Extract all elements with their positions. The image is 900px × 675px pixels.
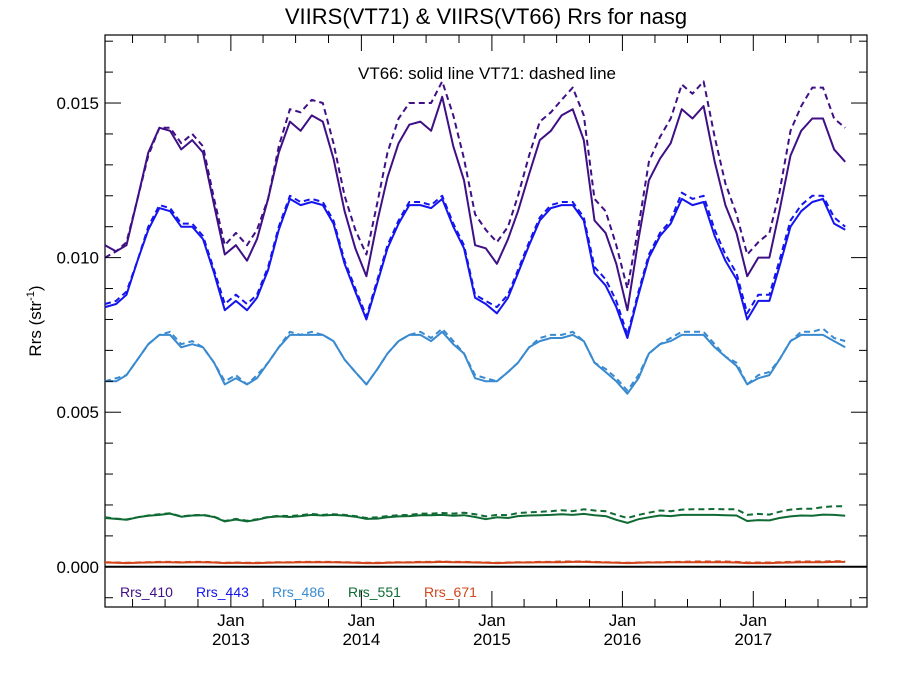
legend-item-Rrs_410: Rrs_410 — [120, 584, 173, 600]
legend-item-Rrs_671: Rrs_671 — [424, 584, 477, 600]
x-tick-label-year: 2014 — [342, 630, 380, 649]
series-line-Rrs_551-dashed — [104, 505, 846, 522]
series-line-Rrs_410-dashed — [104, 80, 846, 290]
y-axis-title: Rrs (str-1) — [25, 285, 45, 356]
x-tick-label-month: Jan — [478, 611, 505, 630]
series-line-Rrs_486-solid — [105, 330, 846, 395]
plot-frame — [104, 34, 868, 608]
series-line-Rrs_671-dashed — [104, 560, 846, 564]
y-axis-title-close: ) — [26, 285, 45, 291]
series-line-Rrs_443-dashed — [104, 191, 846, 336]
x-tick-label-year: 2017 — [734, 630, 772, 649]
x-tick-label-month: Jan — [740, 611, 767, 630]
series-layer — [104, 80, 846, 565]
y-tick-label: 0.010 — [56, 249, 99, 268]
x-tick-label-year: 2016 — [604, 630, 642, 649]
y-axis-title-superscript: -1 — [25, 291, 37, 301]
legend-item-Rrs_443: Rrs_443 — [196, 584, 249, 600]
x-tick-label-year: 2015 — [473, 630, 511, 649]
line-style-annotation: VT66: solid line VT71: dashed line — [358, 64, 616, 83]
chart-title: VIIRS(VT71) & VIIRS(VT66) Rrs for nasg — [285, 4, 687, 29]
x-tick-label-month: Jan — [609, 611, 636, 630]
y-tick-label: 0.015 — [56, 94, 99, 113]
y-tick-label: 0.005 — [56, 403, 99, 422]
series-line-Rrs_486-dashed — [104, 327, 846, 392]
y-axis-title-main: Rrs (str — [26, 301, 45, 357]
legend-item-Rrs_486: Rrs_486 — [272, 584, 325, 600]
x-tick-label-year: 2013 — [212, 630, 250, 649]
series-line-Rrs_443-solid — [104, 197, 846, 339]
x-tick-label-month: Jan — [348, 611, 375, 630]
series-line-Rrs_410-solid — [104, 95, 846, 312]
legend-item-Rrs_551: Rrs_551 — [348, 584, 401, 600]
legend: Rrs_410 Rrs_443 Rrs_486 Rrs_551 Rrs_671 — [120, 584, 477, 600]
y-tick-label: 0.000 — [56, 558, 99, 577]
y-axis: 0.000 0.005 0.010 0.015 — [56, 40, 867, 599]
x-tick-label-month: Jan — [217, 611, 244, 630]
